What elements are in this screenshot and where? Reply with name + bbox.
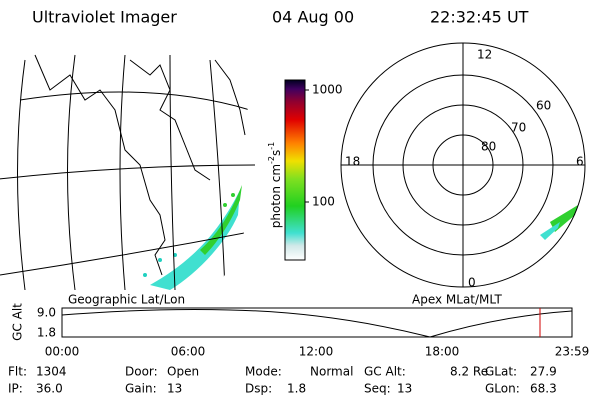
info-value: 13 xyxy=(397,382,412,396)
x-tick-label: 12:00 xyxy=(299,345,334,359)
mlt-label: 0 xyxy=(468,276,476,290)
info-label: GC Alt: xyxy=(364,365,406,379)
time: 22:32:45 UT xyxy=(430,8,529,27)
lat-label: 70 xyxy=(511,121,526,135)
x-tick-label: 18:00 xyxy=(425,345,460,359)
info-value: 13 xyxy=(167,382,182,396)
info-label: GLat: xyxy=(485,365,517,379)
colorbar-tick-label: 1000 xyxy=(312,83,343,97)
geographic-map xyxy=(0,40,255,291)
info-value: 68.3 xyxy=(530,382,557,396)
x-tick-label: 23:59 xyxy=(555,345,590,359)
unit-exp: -2 xyxy=(267,156,276,164)
polar-plot: 12 6 18 0 80 70 60 xyxy=(340,42,586,290)
info-value: Open xyxy=(167,365,199,379)
info-label: IP: xyxy=(8,382,23,396)
info-value: 1.8 xyxy=(287,382,306,396)
mlt-label: 18 xyxy=(345,155,360,169)
info-label: GLon: xyxy=(485,382,520,396)
lat-label: 80 xyxy=(481,140,496,154)
mlt-label: 6 xyxy=(576,155,584,169)
info-label: Flt: xyxy=(8,365,27,379)
lat-label: 60 xyxy=(536,99,551,113)
title: Ultraviolet Imager xyxy=(32,8,177,27)
info-label: Dsp: xyxy=(245,382,272,396)
unit-base: photon cm xyxy=(269,164,283,228)
info-label: Mode: xyxy=(245,365,282,379)
colorbar-tick-label: 100 xyxy=(312,195,335,209)
unit-mid: s xyxy=(269,150,283,156)
mlt-label: 12 xyxy=(477,48,492,62)
x-tick-label: 06:00 xyxy=(171,345,206,359)
x-tick-label: 00:00 xyxy=(45,345,80,359)
colorbar-unit: photon cm-2s-1 xyxy=(267,142,283,229)
info-value: 36.0 xyxy=(36,382,63,396)
info-value: 8.2 Re xyxy=(450,365,488,379)
date: 04 Aug 00 xyxy=(272,8,354,27)
panel-label: Apex MLat/MLT xyxy=(412,293,502,307)
y-tick-label: 9.0 xyxy=(37,306,56,320)
y-axis-label: GC Alt xyxy=(11,303,25,341)
altitude-plot: GC Alt 9.0 1.8 00:00 06:00 12:00 18:00 2… xyxy=(11,303,590,359)
y-tick-label: 1.8 xyxy=(37,326,56,340)
aurora xyxy=(143,185,242,290)
info-value: 1304 xyxy=(36,365,67,379)
colorbar xyxy=(284,79,306,261)
info-value: 27.9 xyxy=(530,365,557,379)
footer: Flt: 1304 Door: Open Mode: Normal GC Alt: 8.2 R… xyxy=(8,365,557,396)
unit-exp: -1 xyxy=(267,142,276,150)
info-label: Gain: xyxy=(125,382,157,396)
info-label: Door: xyxy=(125,365,158,379)
panel-label: Geographic Lat/Lon xyxy=(68,293,185,307)
info-label: Seq: xyxy=(364,382,391,396)
info-value: Normal xyxy=(310,365,353,379)
